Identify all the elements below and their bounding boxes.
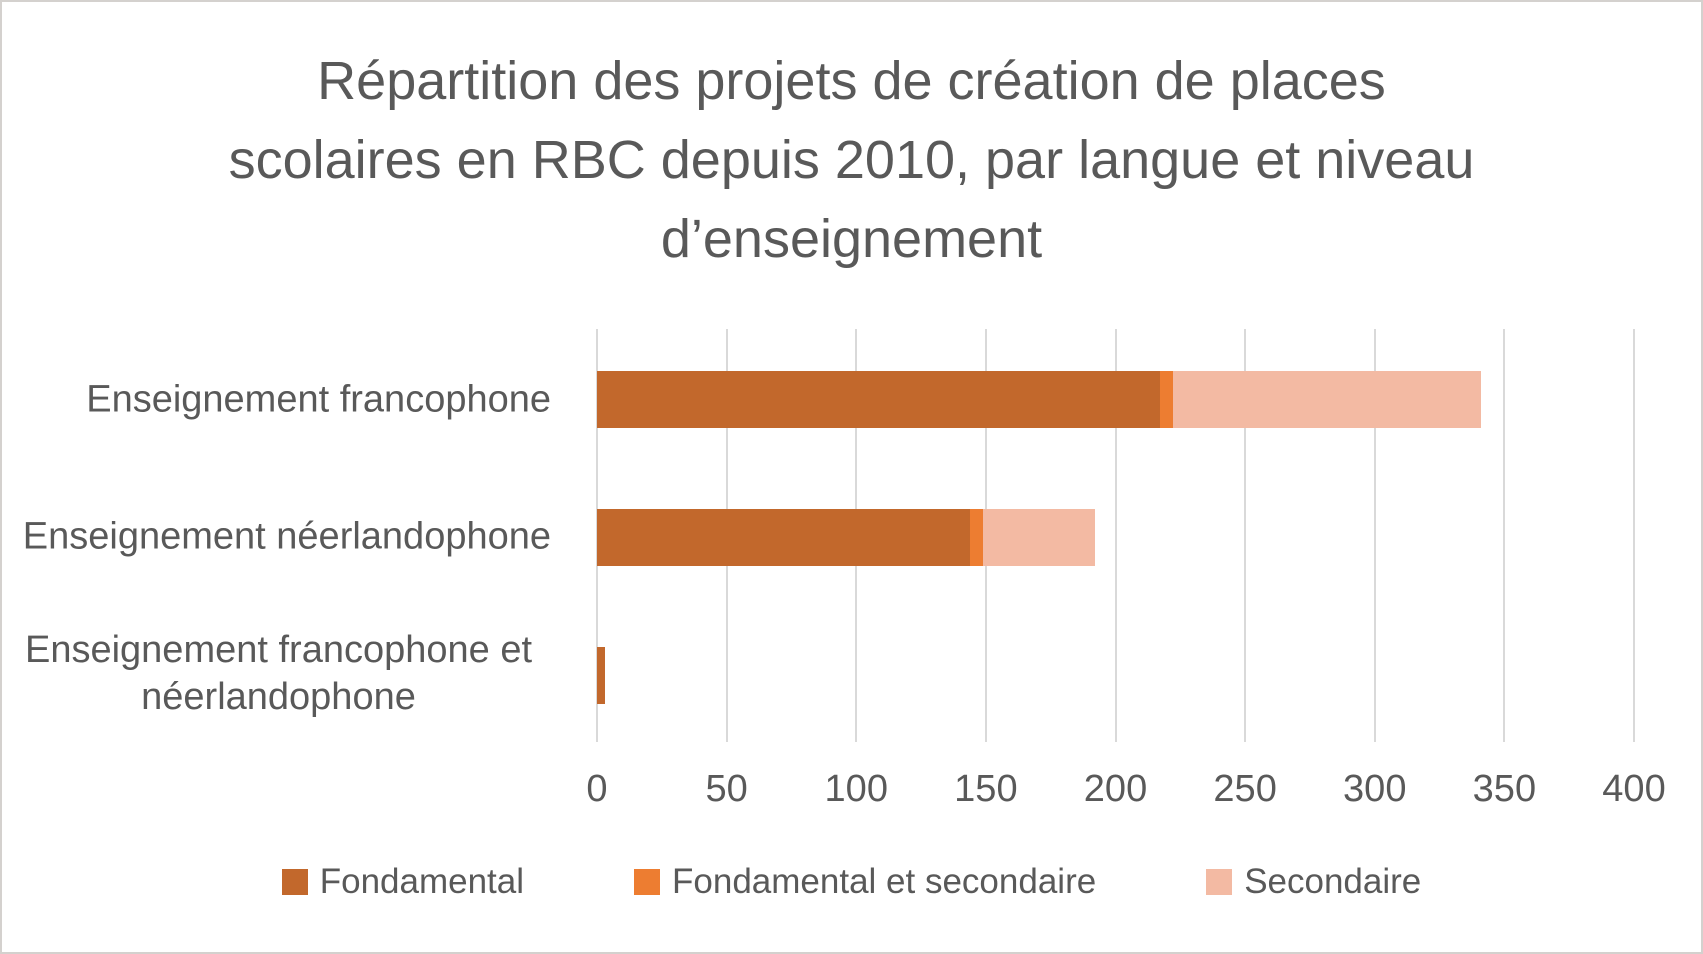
bar-row-1 bbox=[597, 371, 1482, 428]
gridline-x-350 bbox=[1503, 329, 1506, 742]
legend-swatch-icon bbox=[281, 869, 308, 895]
x-tick-label-250: 250 bbox=[1213, 768, 1277, 810]
chart-title-line-3: d’enseignement bbox=[660, 209, 1043, 269]
chart-legend: Fondamental Fondamental et secondaire Seco… bbox=[2, 862, 1701, 902]
bar-row-2 bbox=[597, 509, 1095, 566]
bar-segment-secondaire bbox=[983, 509, 1095, 566]
gridline-x-300 bbox=[1373, 329, 1376, 742]
legend-item-secondaire: Secondaire bbox=[1206, 862, 1421, 902]
chart-title: Répartition des projets de création de p… bbox=[2, 42, 1701, 279]
bar-row-3 bbox=[597, 647, 605, 704]
gridline-x-200 bbox=[1114, 329, 1117, 742]
legend-label: Fondamental bbox=[319, 862, 525, 901]
legend-item-fondamental-et-secondaire: Fondamental et secondaire bbox=[634, 862, 1096, 902]
gridline-x-400 bbox=[1633, 329, 1635, 742]
x-tick-label-50: 50 bbox=[705, 768, 748, 810]
x-tick-label-300: 300 bbox=[1343, 768, 1407, 810]
legend-item-fondamental: Fondamental bbox=[281, 862, 525, 902]
chart-title-line-2: scolaires en RBC depuis 2010, par langue… bbox=[228, 130, 1475, 190]
x-axis: 0 50 100 150 200 250 300 350 400 bbox=[586, 768, 1665, 818]
category-label-francophone: Enseignement francophone bbox=[86, 378, 551, 421]
bar-segment-fondamental bbox=[597, 371, 1160, 428]
legend-swatch-icon bbox=[634, 869, 661, 895]
legend-label: Secondaire bbox=[1244, 862, 1422, 901]
plot-area bbox=[596, 329, 1635, 742]
chart-title-line-1: Répartition des projets de création de p… bbox=[317, 51, 1386, 111]
bar-segment-fondamental-et-secondaire bbox=[970, 509, 984, 566]
x-tick-label-200: 200 bbox=[1083, 768, 1148, 810]
x-tick-label-100: 100 bbox=[824, 768, 888, 810]
bar-segment-fondamental bbox=[597, 647, 605, 704]
category-label-francophone-et-neerlandophone: Enseignement francophone et néerlandopho… bbox=[24, 629, 533, 718]
category-label-neerlandophone: Enseignement néerlandophone bbox=[22, 515, 551, 558]
bar-segment-fondamental bbox=[597, 509, 971, 566]
gridline-x-250 bbox=[1244, 329, 1247, 742]
x-tick-label-350: 350 bbox=[1472, 768, 1537, 810]
bar-segment-secondaire bbox=[1172, 371, 1482, 428]
x-tick-label-150: 150 bbox=[954, 768, 1018, 810]
legend-label: Fondamental et secondaire bbox=[672, 862, 1097, 901]
legend-swatch-icon bbox=[1206, 869, 1233, 895]
bar-segment-fondamental-et-secondaire bbox=[1159, 371, 1173, 428]
x-tick-label-400: 400 bbox=[1602, 768, 1666, 810]
x-tick-label-0: 0 bbox=[586, 768, 608, 810]
